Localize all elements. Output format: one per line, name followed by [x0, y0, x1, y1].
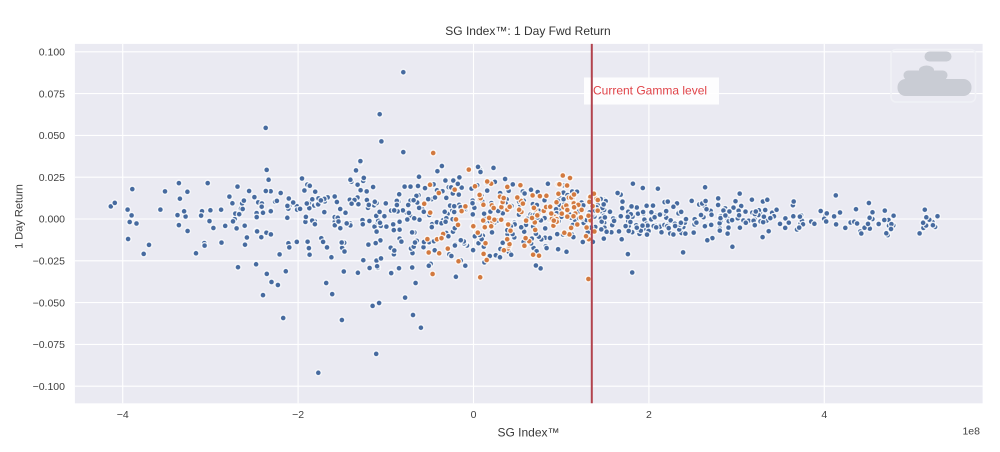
- svg-text:SG Index™: 1 Day Fwd Return: SG Index™: 1 Day Fwd Return: [445, 24, 610, 38]
- svg-text:−0.075: −0.075: [33, 339, 66, 351]
- svg-text:0.100: 0.100: [39, 47, 65, 59]
- svg-text:2: 2: [646, 409, 652, 421]
- svg-text:Current Gamma level: Current Gamma level: [593, 84, 707, 98]
- svg-text:0.075: 0.075: [39, 88, 65, 100]
- svg-text:1e8: 1e8: [962, 426, 980, 438]
- svg-text:−4: −4: [117, 409, 129, 421]
- svg-text:1 Day Return: 1 Day Return: [14, 184, 26, 249]
- svg-text:−2: −2: [292, 409, 304, 421]
- svg-text:SG Index™: SG Index™: [497, 426, 559, 440]
- svg-text:0: 0: [471, 409, 477, 421]
- svg-text:−0.025: −0.025: [33, 256, 66, 268]
- svg-text:4: 4: [821, 409, 827, 421]
- svg-text:0.025: 0.025: [39, 172, 65, 184]
- svg-text:0.050: 0.050: [39, 130, 65, 142]
- svg-text:0.000: 0.000: [39, 214, 65, 226]
- svg-text:−0.050: −0.050: [33, 297, 66, 309]
- svg-text:−0.100: −0.100: [33, 381, 66, 393]
